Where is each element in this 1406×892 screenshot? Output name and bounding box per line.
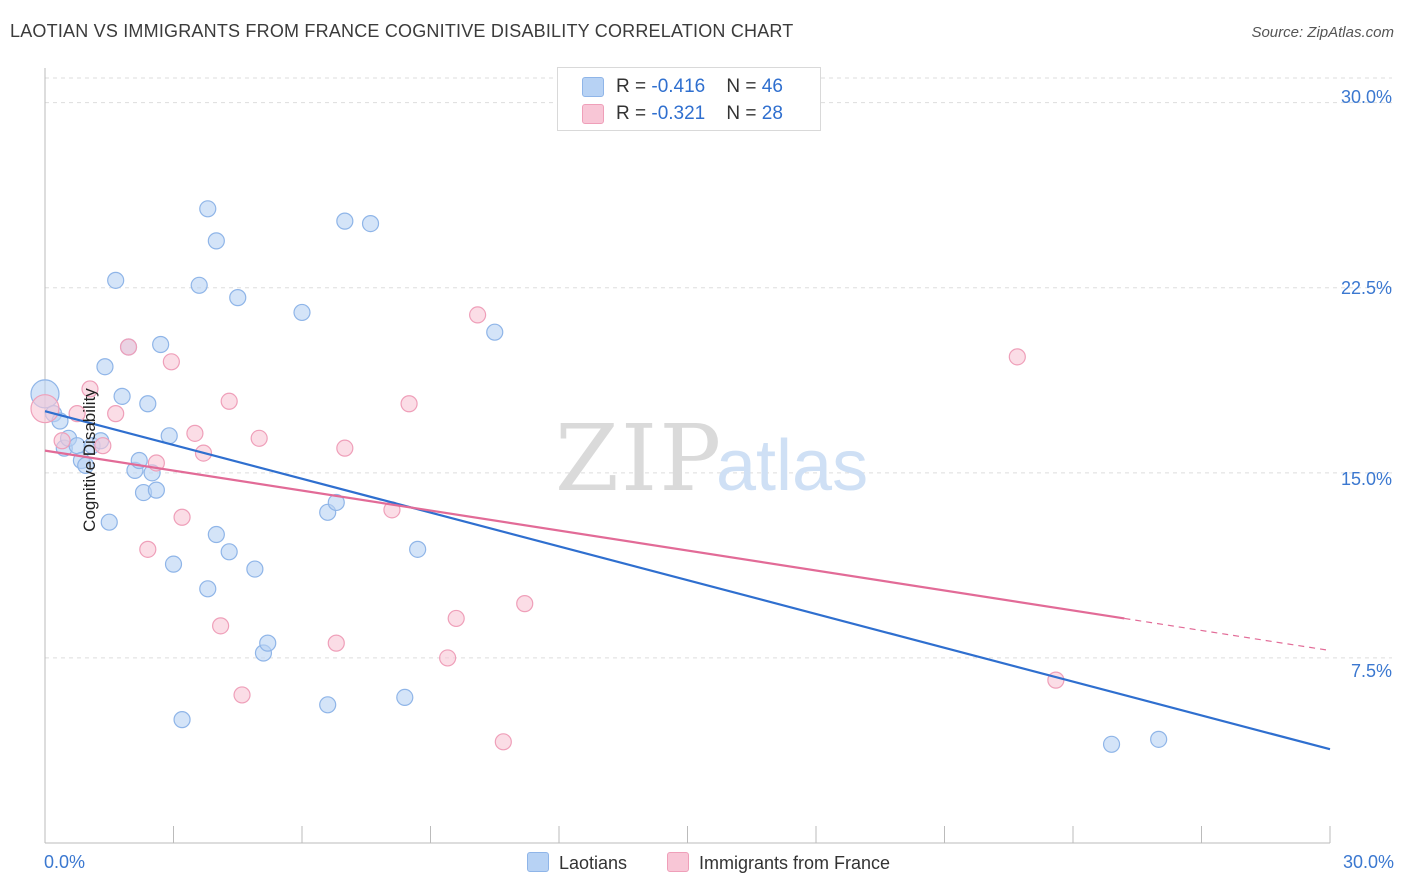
laotians-point <box>246 560 264 578</box>
france-point <box>139 540 157 558</box>
france-point <box>162 353 180 371</box>
laotians-point <box>293 303 311 322</box>
y-tick-label-30: 30.0% <box>1340 87 1392 107</box>
watermark-zip: ZIP <box>555 405 723 512</box>
laotians-point <box>199 580 217 598</box>
laotians-point <box>139 395 157 413</box>
y-tick-label-15: 15.0% <box>1340 469 1392 489</box>
y-tick-label-22-5: 22.5% <box>1340 278 1392 298</box>
legend-france-label: Immigrants from France <box>699 853 891 873</box>
laotians-point <box>207 525 225 544</box>
france-r-value: -0.321 <box>651 103 706 124</box>
laotians-point <box>220 543 238 561</box>
legend-item-laotians: Laotians <box>527 852 627 874</box>
laotians-r-value: -0.416 <box>651 76 706 97</box>
france-point <box>30 394 60 424</box>
france-point <box>212 617 230 635</box>
x-tick-label-0: 0.0% <box>44 852 86 872</box>
laotians-point <box>319 696 337 714</box>
france-r-label: R = <box>616 103 652 124</box>
france-point <box>439 649 457 667</box>
laotians-point <box>107 271 125 289</box>
france-point <box>186 424 204 442</box>
laotians-point <box>147 481 165 499</box>
laotians-point <box>113 387 131 405</box>
france-point <box>494 733 512 751</box>
correlation-legend: R = -0.416 N = 46 R = -0.321 N = 28 <box>557 67 821 131</box>
france-point <box>94 437 112 455</box>
laotians-point <box>486 323 504 341</box>
france-point <box>1008 348 1026 366</box>
france-point <box>400 395 418 413</box>
chart-source: Source: ZipAtlas.com <box>1251 24 1394 41</box>
laotians-point <box>1102 735 1121 753</box>
laotians-point <box>100 513 118 531</box>
laotians-point <box>152 335 170 354</box>
laotians-point <box>327 493 345 512</box>
france-point <box>447 609 465 628</box>
y-tick-label-7-5: 7.5% <box>1350 661 1392 681</box>
france-swatch <box>582 104 604 124</box>
legend-laotians-label: Laotians <box>559 853 628 873</box>
legend-item-france: Immigrants from France <box>667 852 890 874</box>
laotians-swatch <box>582 77 604 97</box>
laotians-point <box>409 540 427 558</box>
legend-france-swatch <box>667 852 689 872</box>
france-point <box>173 508 191 526</box>
laotians-point <box>173 711 191 729</box>
x-tick-label-30: 30.0% <box>1342 852 1394 872</box>
laotians-point <box>336 212 354 230</box>
france-point <box>81 380 99 398</box>
france-point <box>119 338 138 356</box>
france-point <box>107 405 125 423</box>
laotians-n-value: 46 <box>761 76 783 97</box>
laotians-point <box>199 200 217 218</box>
laotians-point <box>164 555 183 573</box>
laotians-trend-line <box>44 410 1331 751</box>
france-point <box>327 634 345 652</box>
y-axis-label: Cognitive Disability <box>79 388 99 532</box>
chart-title: LAOTIAN VS IMMIGRANTS FROM FRANCE COGNIT… <box>10 21 794 41</box>
france-n-label: N = <box>726 103 762 124</box>
laotians-r-label: R = <box>616 76 652 97</box>
laotians-point <box>190 276 208 294</box>
laotians-point <box>229 289 247 307</box>
france-point <box>516 595 534 613</box>
laotians-point <box>396 688 414 707</box>
france-point <box>336 439 354 457</box>
laotians-point <box>361 214 380 233</box>
france-trend-line-extension <box>1124 617 1331 652</box>
france-point <box>469 306 487 324</box>
france-point <box>220 392 238 410</box>
france-point <box>53 432 71 450</box>
laotians-n-label: N = <box>726 76 762 97</box>
legend-laotians-swatch <box>527 852 549 872</box>
laotians-point <box>96 358 114 376</box>
france-trend-line <box>44 449 1125 620</box>
france-n-value: 28 <box>761 103 783 124</box>
watermark-atlas: atlas <box>716 426 868 506</box>
france-point <box>233 686 251 704</box>
laotians-point <box>259 634 277 652</box>
france-point <box>250 429 268 447</box>
laotians-point <box>207 232 225 250</box>
laotians-point <box>1150 730 1168 748</box>
